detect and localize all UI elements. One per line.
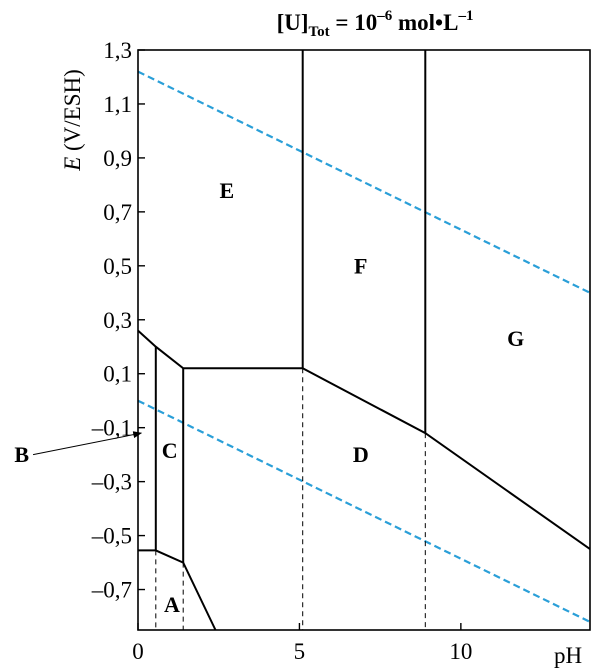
- x-tick-label: 10: [449, 639, 472, 664]
- region-label-g: G: [507, 326, 524, 351]
- region-labels: A B C D E F G: [14, 178, 524, 617]
- y-tick-label: –0,3: [91, 470, 132, 495]
- x-tick-label: 5: [294, 639, 306, 664]
- y-tick-label: 0,1: [103, 362, 132, 387]
- region-label-c: C: [162, 438, 178, 463]
- y-tick-label: 1,3: [103, 38, 132, 63]
- y-tick-label: –0,5: [91, 524, 132, 549]
- dashed-drops: [155, 368, 426, 630]
- y-tick-label: 0,3: [103, 308, 132, 333]
- plot-frame: [137, 49, 591, 631]
- upper-left-boundary: [137, 329, 591, 550]
- y-tick-label: 0,9: [103, 146, 132, 171]
- y-axis-title: E (V/ESH): [60, 69, 85, 172]
- x-axis-title: pH: [554, 643, 582, 668]
- y-tick-label: 0,7: [103, 200, 132, 225]
- region-b-pointer: [32, 431, 143, 456]
- phase-boundaries: [137, 50, 591, 631]
- x-axis-ticks: 0 5 10: [132, 623, 472, 664]
- water-lines: [137, 70, 591, 623]
- region-label-a: A: [164, 592, 180, 617]
- chart-title: [U]Tot = 10–6 mol•L–1: [277, 8, 474, 40]
- y-tick-label: –0,1: [91, 416, 132, 441]
- y-tick-label: –0,7: [91, 578, 132, 603]
- hydrogen-water-line: [137, 399, 591, 623]
- y-axis-ticks: 1,3 1,1 0,9 0,7 0,5 0,3 0,1 –0,1 –0,3 –0,5 –0,7: [91, 38, 145, 603]
- x-tick-label: 0: [132, 639, 144, 664]
- region-label-b: B: [14, 442, 29, 467]
- lower-left-boundary: [138, 549, 217, 631]
- y-tick-label: 0,5: [103, 254, 132, 279]
- region-label-d: D: [353, 442, 369, 467]
- region-label-e: E: [219, 178, 234, 203]
- y-tick-label: 1,1: [103, 92, 132, 117]
- oxygen-water-line: [137, 70, 591, 294]
- region-label-f: F: [354, 253, 367, 278]
